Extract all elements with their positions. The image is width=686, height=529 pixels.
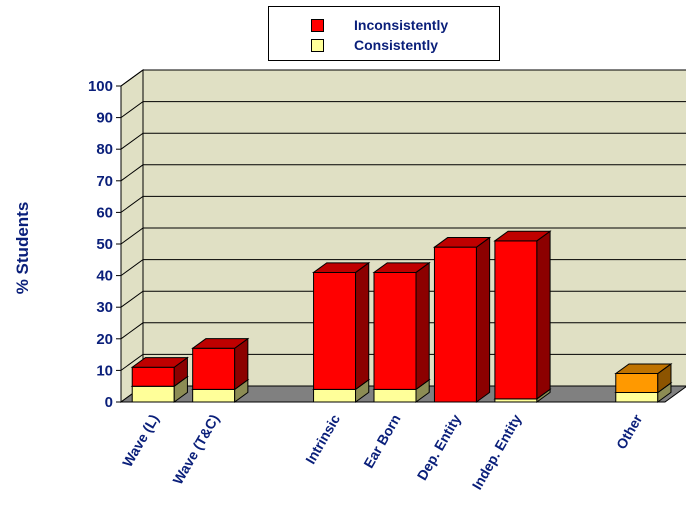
- bar-inconsistently-ear-born: [372, 261, 431, 391]
- gridline: [120, 164, 686, 182]
- y-tick-label: 90: [96, 110, 113, 127]
- bar-inconsistently-wave-t-c: [191, 337, 250, 391]
- y-tick-label: 20: [96, 331, 113, 348]
- y-tick-label: 100: [88, 78, 113, 95]
- y-tick-label: 10: [96, 362, 113, 379]
- y-tick-label: 70: [96, 173, 113, 190]
- gridline: [120, 69, 686, 87]
- y-tick-label: 40: [96, 268, 113, 285]
- x-tick-label-ear-born: Ear Born: [360, 412, 403, 471]
- bar-inconsistently-wave-l: [130, 356, 189, 388]
- y-tick-label: 80: [96, 141, 113, 158]
- y-axis-label: % Students: [13, 201, 32, 295]
- x-tick-label-intrinsic: Intrinsic: [302, 411, 343, 466]
- bar-extra-other: [614, 362, 673, 394]
- y-tick-label: 30: [96, 299, 113, 316]
- legend-item-consistently: Consistently: [311, 36, 438, 54]
- gridline: [120, 132, 686, 150]
- legend-label-inconsistently: Inconsistently: [354, 17, 449, 33]
- y-tick-label: 0: [105, 394, 113, 411]
- gridline: [120, 101, 686, 119]
- gridline: [120, 227, 686, 245]
- x-tick-label-dep-entity: Dep. Entity: [414, 411, 465, 483]
- bar-inconsistently-dep-entity: [432, 236, 492, 403]
- x-tick-label-wave-l: Wave (L): [119, 412, 162, 470]
- x-tick-label-wave-t-c: Wave (T&C): [169, 412, 222, 488]
- bar-inconsistently-indep-entity: [493, 230, 552, 400]
- y-tick-label: 50: [96, 236, 113, 253]
- legend-item-inconsistently: Inconsistently: [311, 16, 448, 34]
- gridline: [120, 195, 686, 213]
- y-tick-label: 60: [96, 204, 113, 221]
- x-tick-label-other: Other: [613, 411, 646, 452]
- legend-swatch-inconsistently: [311, 18, 324, 32]
- legend-label-consistently: Consistently: [354, 37, 439, 53]
- legend: Inconsistently Consistently: [268, 6, 500, 61]
- legend-swatch-consistently: [311, 38, 324, 52]
- bar-inconsistently-intrinsic: [312, 261, 371, 391]
- x-tick-label-indep-entity: Indep. Entity: [469, 411, 525, 492]
